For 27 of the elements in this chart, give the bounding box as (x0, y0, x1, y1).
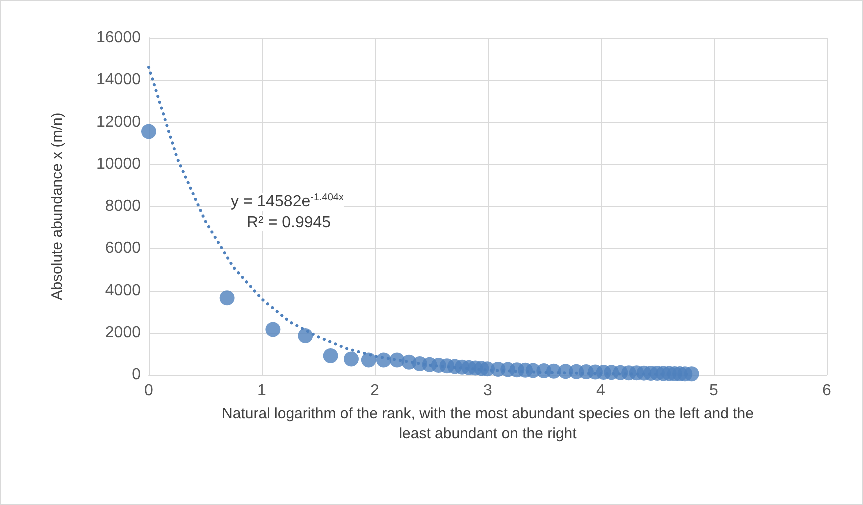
point (684, 366, 700, 382)
x-tick-label: 5 (710, 382, 719, 400)
x-tick-label: 6 (822, 382, 832, 400)
point (220, 290, 235, 306)
x-tick-label: 4 (596, 382, 606, 400)
y-tick-label: 16000 (96, 30, 142, 46)
x-tick-label: 2 (370, 382, 380, 400)
x-axis-title: Natural logarithm of the rank, with the most abundant species on the left and the least abundant on the right (222, 405, 754, 442)
y-tick-label: 0 (132, 366, 142, 384)
x-tick-label: 1 (258, 382, 267, 400)
point (323, 348, 338, 364)
y-tick-label: 8000 (105, 198, 142, 215)
point (298, 328, 314, 344)
x-tick-label: 0 (144, 382, 154, 400)
y-tick-label: 4000 (105, 282, 142, 300)
annotation: R² = 0.9945 (247, 214, 332, 232)
y-tick-label: 2000 (105, 324, 142, 342)
y-tick-label: 10000 (96, 156, 142, 173)
y-tick-label: 14000 (96, 72, 142, 89)
point (361, 352, 376, 368)
point (142, 124, 156, 140)
point (344, 352, 359, 367)
x-tick-label: 3 (484, 382, 493, 400)
y-tick-label: 6000 (105, 240, 142, 258)
point (266, 322, 281, 338)
y-tick-label: 12000 (96, 114, 142, 131)
y-axis-title: Absolute abundance x (m/n) (49, 112, 66, 300)
